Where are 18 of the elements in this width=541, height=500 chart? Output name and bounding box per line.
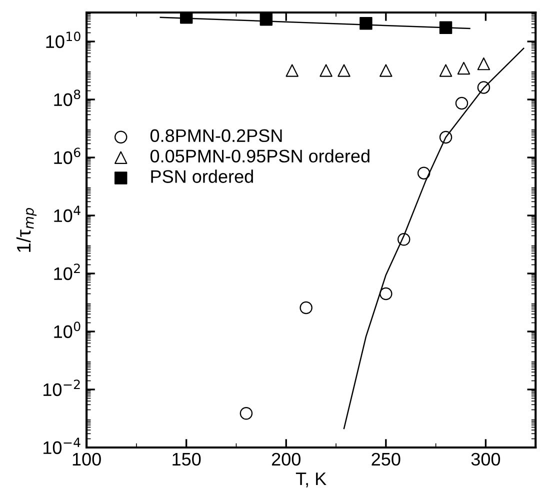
y-tick-label: 10$^{−4}$ [44,438,80,454]
legend-label: 0.8PMN-0.2PSN [150,129,282,142]
x-tick-label: 250 [372,452,400,466]
legend-label: 0.05PMN-0.95PSN ordered [150,149,370,163]
y-axis-title: 1/τ$_{mp}$ [16,208,36,252]
x-tick-label: 100 [72,452,101,466]
y-tick-label: 10$^{10}$ [46,32,80,48]
y-tick-label: 10$^{−2}$ [44,380,80,396]
y-tick-label: 10$^{6}$ [54,148,80,164]
y-tick-label: 10$^{2}$ [54,264,80,280]
x-tick-label: 150 [172,452,201,466]
x-axis-title: T, K [296,472,326,488]
y-tick-label: 10$^{4}$ [54,206,80,222]
y-tick-label: 10$^{8}$ [54,90,80,106]
legend-label: PSN ordered [151,170,253,183]
x-tick-label: 300 [471,452,500,466]
y-tick-label: 10$^{0}$ [54,322,80,338]
x-tick-label: 200 [272,452,300,466]
